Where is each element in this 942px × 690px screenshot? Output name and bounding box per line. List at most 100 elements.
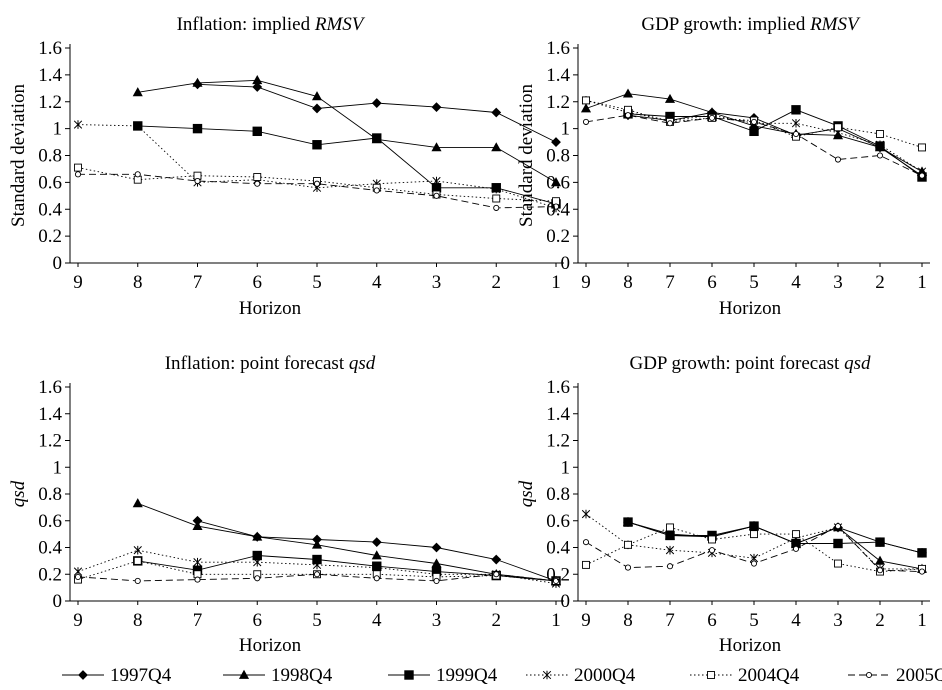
x-tick-label: 9 [73,610,83,631]
data-point [371,98,382,109]
series-line [77,124,557,209]
data-point [749,126,759,137]
data-point [552,203,560,210]
data-point [876,130,884,138]
y-tick-label: 1.2 [38,92,62,113]
legend-marker [542,670,552,680]
data-point [666,563,674,570]
data-point [253,173,262,181]
legend-item-1997Q4: 1997Q4 [62,665,172,686]
legend-item-1998Q4: 1998Q4 [223,665,333,686]
y-tick-label: 1.6 [38,38,62,59]
legend-marker [865,671,873,679]
x-tick-label: 1 [551,272,561,293]
y-axis-label: qsd [8,480,29,507]
y-tick-label: 1 [561,457,571,478]
data-point [666,523,674,532]
data-point [193,557,202,567]
data-point [918,568,926,575]
data-point [918,143,926,152]
x-tick-label: 5 [749,272,759,293]
x-tick-label: 4 [791,610,801,631]
data-point [373,187,380,194]
data-point [431,142,442,152]
data-point [252,126,262,137]
y-tick-label: 1.6 [38,377,62,398]
data-point [133,121,142,131]
data-point [750,560,758,567]
x-tick-label: 4 [372,272,382,293]
y-tick-label: 0.6 [38,511,62,532]
y-tick-label: 0.8 [546,146,570,167]
x-tick-label: 2 [492,610,502,631]
data-point [74,573,82,580]
data-point [708,547,716,554]
x-tick-label: 4 [791,272,801,293]
data-point [875,537,885,547]
data-point [750,118,758,125]
x-tick-label: 8 [623,610,633,631]
y-tick-label: 0 [53,591,63,612]
data-point [431,542,442,553]
data-point [74,171,82,178]
data-point [254,575,261,582]
legend-marker [238,669,250,679]
series-2005Q4 [74,571,560,584]
data-point [132,498,143,508]
data-point [312,103,322,114]
chart-title: GDP growth: implied RMSV [641,14,861,35]
series-line [137,502,557,582]
data-point [134,577,141,584]
x-tick-label: 7 [193,272,203,293]
x-tick-label: 9 [581,610,591,631]
series-1997Q4 [192,79,561,147]
data-point [582,560,590,569]
x-tick-label: 3 [432,272,442,293]
y-axis-label: qsd [516,480,537,507]
data-point [623,517,633,527]
data-point [311,539,323,549]
series-line [137,555,557,582]
data-point [133,556,142,565]
data-point [834,559,842,568]
data-point [749,521,759,531]
data-point [312,140,322,150]
legend-marker [404,670,414,680]
data-point [431,102,442,113]
x-tick-label: 9 [581,272,591,293]
data-point [371,537,382,548]
data-point [552,577,560,584]
legend-item-2004Q4: 2004Q4 [690,665,800,686]
data-point [750,530,758,539]
y-tick-label: 1.2 [546,92,570,113]
y-tick-label: 0 [561,253,571,274]
data-point [624,564,632,571]
data-point [550,177,562,187]
data-point [666,120,674,127]
data-point [581,509,591,519]
data-point [194,576,201,583]
data-point [373,575,380,582]
data-point [371,550,382,560]
data-point [792,530,800,539]
data-point [313,180,321,187]
data-point [74,163,82,172]
chart-title: GDP growth: point forecast qsd [629,353,871,374]
data-point [192,520,203,530]
legend-item-2005Q4: 2005Q4 [848,665,942,686]
x-tick-label: 7 [665,610,675,631]
y-tick-label: 1 [561,119,571,140]
y-tick-label: 0.2 [546,226,570,247]
y-tick-label: 1.6 [546,377,570,398]
data-point [918,172,926,179]
data-point [582,539,590,546]
data-point [252,75,263,85]
legend-label: 1997Q4 [110,665,172,686]
data-point [252,82,263,92]
legend-label: 1999Q4 [436,665,498,686]
chart-panel-2: GDP growth: implied RMSV 0 0.2 0.4 0.6 0.8 1 1.… [516,14,930,319]
legend-item-1999Q4: 1999Q4 [388,665,498,686]
series-line [137,79,557,183]
data-point [792,130,800,138]
